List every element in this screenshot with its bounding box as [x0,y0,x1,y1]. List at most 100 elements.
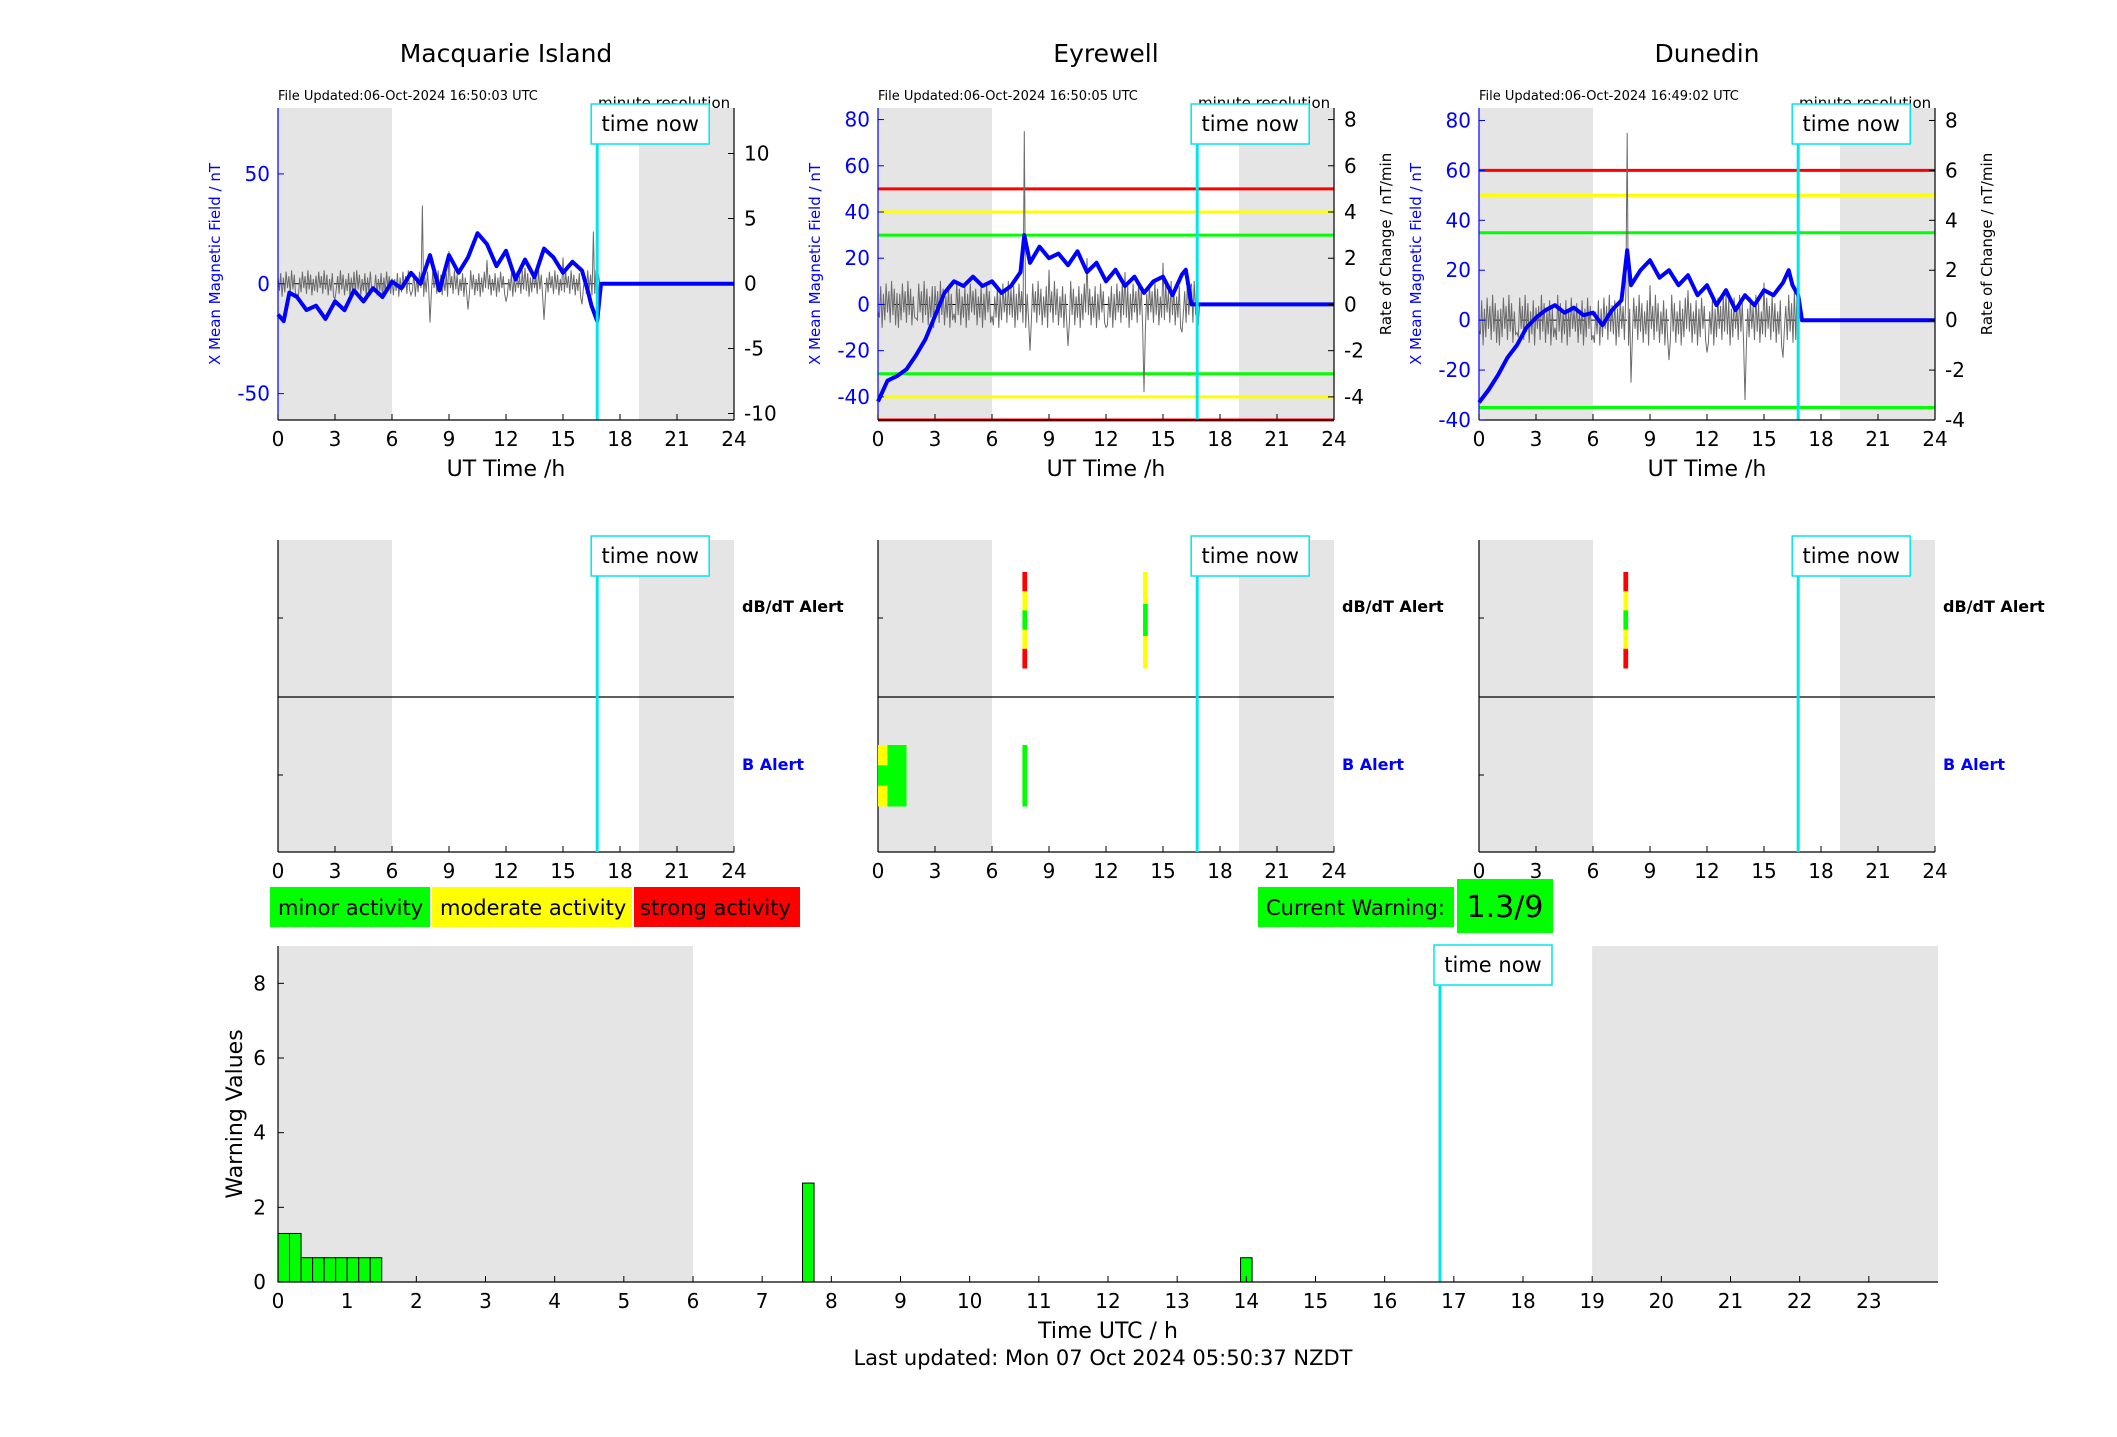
dbdt-alert-label: dB/dT Alert [742,597,844,616]
night-shading [1840,108,1935,420]
night-shading [878,108,992,420]
x-field-series [1477,248,1935,404]
alert-panel-2: time now 0 3 6 9 12 15 18 21 24 dB/dT Alert B Alert [872,535,1444,883]
warning-bar [802,1182,815,1283]
night-shading [639,108,734,420]
y2-tick-label: -10 [744,402,777,426]
x-axis-label: UT Time /h [1648,457,1767,482]
y-tick-label: 50 [245,162,270,186]
y2-tick-label: 8 [1945,108,1958,132]
y-tick-label: 0 [1458,308,1471,332]
night-shading [1592,946,1938,1282]
y2-tick-label: -5 [744,337,764,361]
x-tick-label: 4 [548,1289,561,1313]
y2-tick-label: 6 [1344,154,1357,178]
x-tick-label: 24 [721,427,746,451]
y-tick-label: 0 [257,272,270,296]
y-axis-label: X Mean Magnetic Field / nT [1407,162,1425,365]
x-tick-label: 18 [607,859,632,883]
x-axis-label: UT Time /h [447,457,566,482]
x-tick-label: 24 [721,859,746,883]
y-tick-label: 0 [253,1270,266,1294]
x-tick-label: 12 [1093,859,1118,883]
current-warning-box [1258,887,1454,927]
b-alert-mark [878,785,888,807]
x-tick-label: 9 [1644,859,1657,883]
warning-bar [300,1257,314,1283]
y-tick-label: 40 [1446,208,1471,232]
x-tick-label: 16 [1372,1289,1397,1313]
legend-minor-swatch [270,887,430,927]
y2-axis-label: Rate of Change / nT/min [1377,153,1395,335]
y2-tick-label: 4 [1945,208,1958,232]
x-tick-label: 8 [825,1289,838,1313]
night-shading [278,946,693,1282]
x-tick-label: 9 [1043,859,1056,883]
y-tick-label: -50 [237,382,270,406]
y-tick-label: 80 [1446,108,1471,132]
time-now-label: time now [601,544,698,568]
x-tick-label: 15 [1303,1289,1328,1313]
y2-tick-label: -4 [1344,385,1364,409]
y2-tick-label: -2 [1344,339,1364,363]
night-shading [1479,540,1593,852]
y2-tick-label: 2 [1344,246,1357,270]
y-axis-label: X Mean Magnetic Field / nT [806,162,824,365]
x-tick-label: 0 [1473,427,1486,451]
x-tick-label: 6 [1587,859,1600,883]
y-tick-label: 8 [253,971,266,995]
x-tick-label: 1 [341,1289,354,1313]
dbdt-alert-mark [1143,636,1148,669]
dbdt-alert-mark [1022,572,1028,592]
y2-tick-label: 0 [744,272,757,296]
x-tick-label: 18 [1808,427,1833,451]
legend-minor-label: minor activity [278,896,423,920]
night-shading [1840,540,1935,852]
y2-tick-label: 2 [1945,258,1958,282]
station-chart-2: Eyrewell File Updated:06-Oct-2024 16:50:0… [806,39,1395,482]
y-tick-label: 20 [1446,258,1471,282]
x-tick-label: 6 [986,859,999,883]
time-now-label: time now [1802,112,1899,136]
x-tick-label: 0 [272,1289,285,1313]
y-tick-label: 0 [857,292,870,316]
current-warning: Current Warning: 1.3/9 [1258,879,1553,933]
station-title: Dunedin [1655,39,1760,68]
x-tick-label: 21 [1718,1289,1743,1313]
time-now-box [1791,535,1911,577]
warning-bar [335,1257,348,1283]
x-tick-label: 2 [410,1289,423,1313]
dbdt-alert-mark [1623,610,1629,631]
x-tick-label: 18 [1207,427,1232,451]
x-tick-label: 12 [493,859,518,883]
y-tick-label: 60 [1446,158,1471,182]
x-tick-label: 12 [1694,859,1719,883]
y-tick-label: -20 [837,339,870,363]
b-alert-mark [878,745,888,766]
y-tick-label: 20 [845,246,870,270]
night-shading [1239,108,1334,420]
y2-tick-label: 4 [1344,200,1357,224]
warning-bar [369,1257,383,1283]
legend-moderate-swatch [432,887,632,927]
last-updated: Last updated: Mon 07 Oct 2024 05:50:37 N… [853,1346,1352,1370]
x-tick-label: 0 [872,427,885,451]
y-axis-label: X Mean Magnetic Field / nT [206,162,224,365]
time-now-box [1791,103,1911,145]
x-tick-label: 18 [607,427,632,451]
time-now-box [590,535,710,577]
x-tick-label: 22 [1787,1289,1812,1313]
y2-tick-label: 10 [744,142,769,166]
x-tick-label: 23 [1856,1289,1881,1313]
x-tick-label: 3 [929,859,942,883]
warning-bar [277,1232,291,1283]
y-tick-label: 4 [253,1121,266,1145]
y2-tick-label: 6 [1945,158,1958,182]
x-tick-label: 18 [1510,1289,1535,1313]
x-tick-label: 0 [272,427,285,451]
night-shading [1239,540,1334,852]
x-tick-label: 17 [1441,1289,1466,1313]
current-warning-value: 1.3/9 [1467,890,1544,925]
x-tick-label: 3 [329,427,342,451]
